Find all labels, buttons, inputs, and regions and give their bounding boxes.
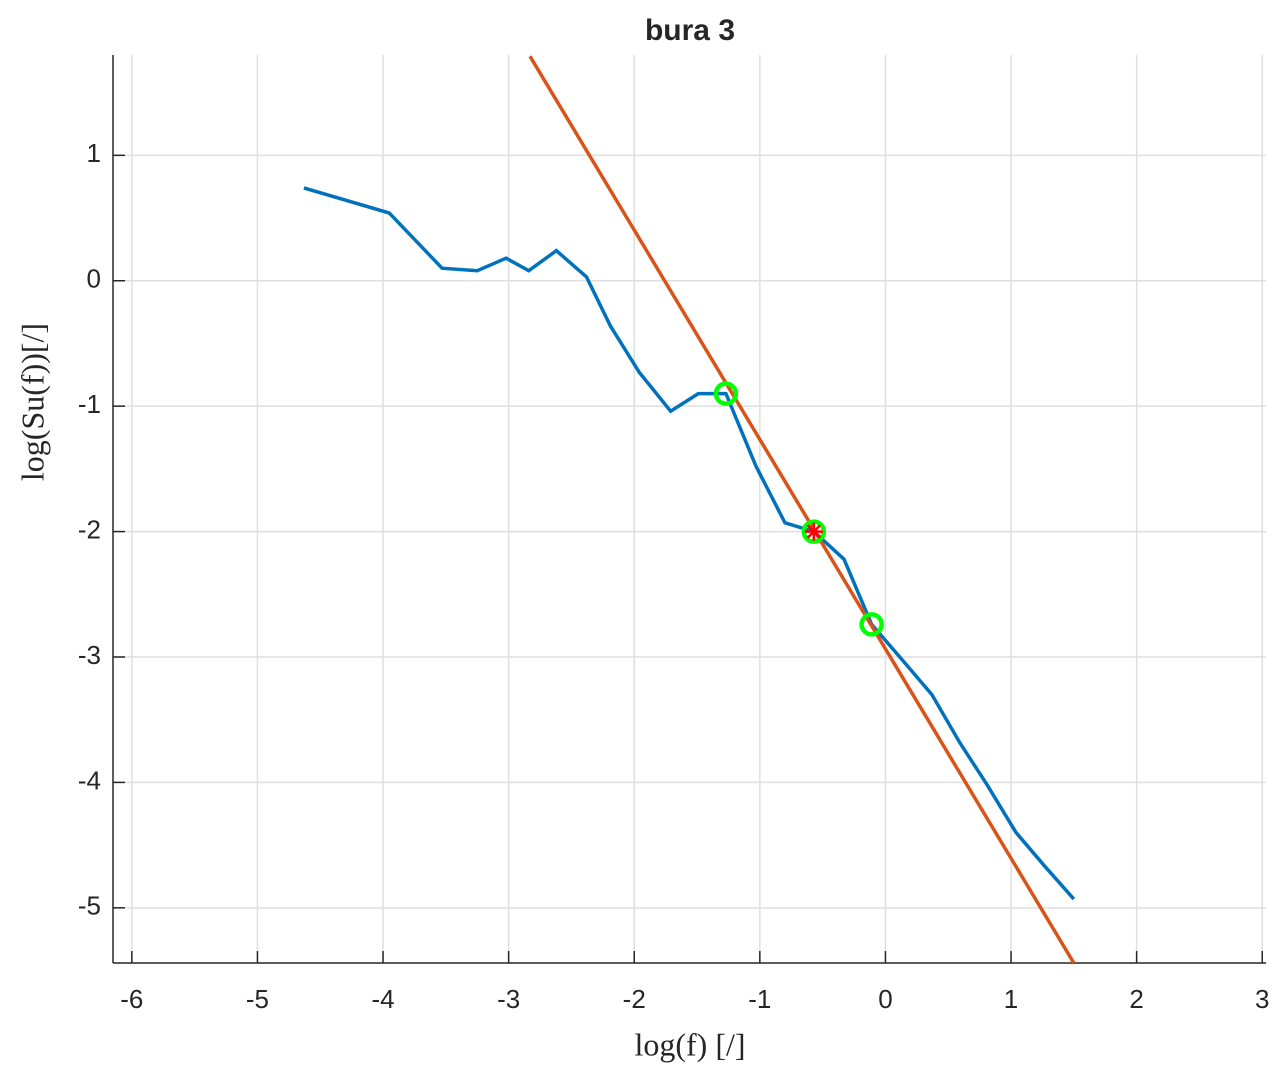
y-tick-label: -1: [78, 389, 101, 419]
marker-circle: [801, 519, 827, 544]
y-tick-label: 1: [87, 138, 101, 168]
x-tick-label: -4: [371, 984, 394, 1014]
marker-circle: [859, 612, 884, 637]
y-tick-label: -4: [78, 765, 101, 795]
x-tick-label: -2: [623, 984, 646, 1014]
marker-circle: [713, 381, 739, 406]
data-line: [528, 55, 1076, 963]
chart-title: bura 3: [645, 14, 735, 47]
y-tick-label: -5: [78, 891, 101, 921]
data-line: [303, 186, 1076, 901]
x-tick-label: 0: [878, 984, 892, 1014]
y-tick-label: -2: [78, 514, 101, 544]
x-tick-label: -6: [120, 984, 143, 1014]
x-tick-label: 1: [1004, 984, 1018, 1014]
x-tick-label: -1: [748, 984, 771, 1014]
x-tick-label: -5: [246, 984, 269, 1014]
y-axis-label: log(Su(f))[/]: [14, 323, 50, 481]
x-tick-label: -3: [497, 984, 520, 1014]
x-axis-label: log(f) [/]: [634, 1026, 745, 1062]
x-tick-label: 3: [1255, 984, 1269, 1014]
marker-star: [804, 522, 823, 541]
y-tick-label: -3: [78, 640, 101, 670]
x-tick-label: 2: [1129, 984, 1143, 1014]
y-tick-label: 0: [87, 264, 101, 294]
